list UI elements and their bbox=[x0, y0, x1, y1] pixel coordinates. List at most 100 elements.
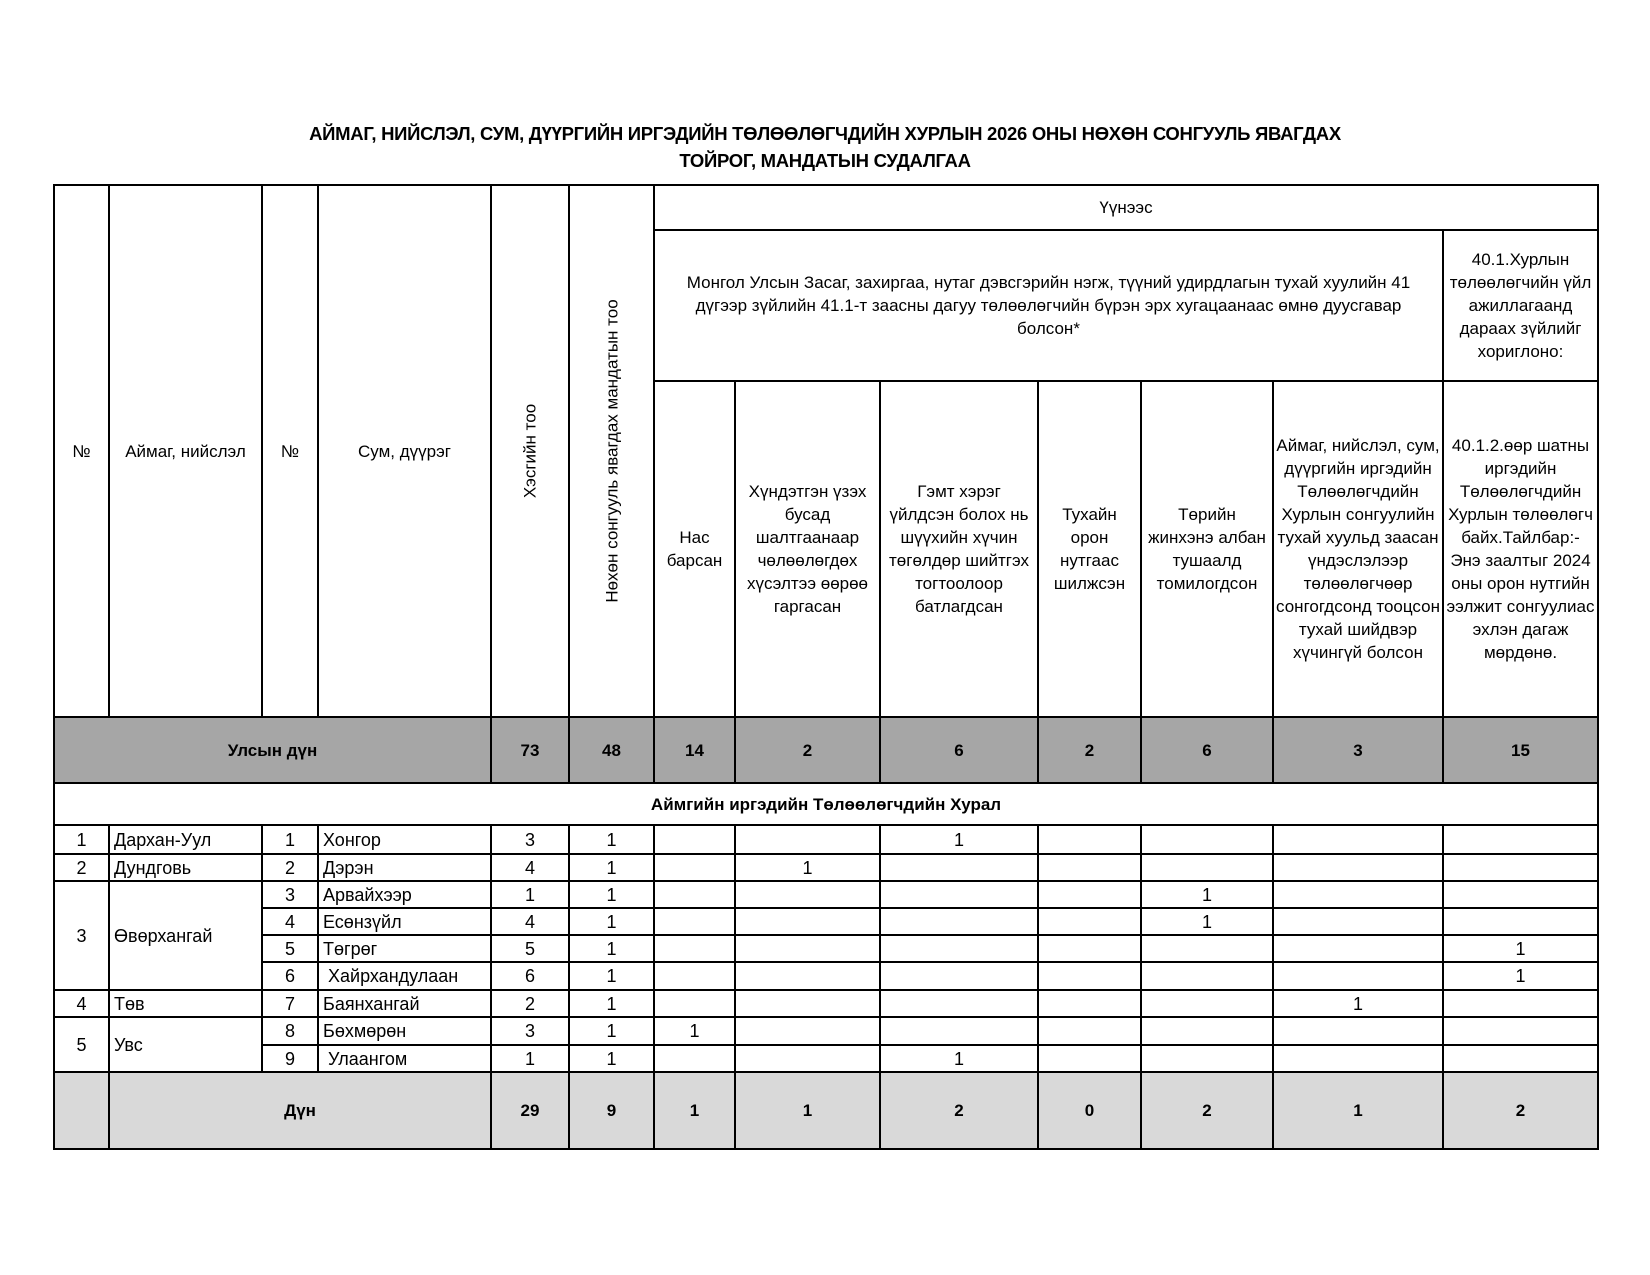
total-value: 3 bbox=[1272, 716, 1444, 784]
mandate-table: № Аймаг, нийслэл № Сум, дүүрэг Хэсгийн т… bbox=[52, 184, 1600, 1150]
value-cell bbox=[734, 934, 881, 963]
table-row: 4 Есөнзүйл 4 1 1 bbox=[54, 907, 1600, 936]
aimag-name: Өвөрхангай bbox=[108, 880, 263, 991]
value-cell bbox=[1140, 989, 1274, 1018]
value-cell bbox=[879, 1016, 1039, 1046]
subtotal-value: 1 bbox=[1272, 1071, 1444, 1150]
value-cell: 1 bbox=[568, 824, 655, 855]
subtotal-value: 1 bbox=[653, 1071, 736, 1150]
value-cell bbox=[734, 907, 881, 936]
header-reason: Нас барсан bbox=[653, 380, 736, 718]
value-cell bbox=[1272, 1044, 1444, 1073]
sum-no: 5 bbox=[261, 934, 319, 963]
value-cell: 1 bbox=[1441, 934, 1600, 963]
value-cell: 1 bbox=[1272, 989, 1444, 1018]
header-no: № bbox=[53, 184, 110, 718]
value-cell bbox=[1441, 1044, 1600, 1073]
value-cell bbox=[653, 1044, 736, 1073]
header-reason: Аймаг, нийслэл, сум, дүүргийн иргэдийн Т… bbox=[1272, 380, 1444, 718]
value-cell: 6 bbox=[490, 961, 570, 991]
value-cell bbox=[734, 961, 881, 991]
total-value: 6 bbox=[1140, 716, 1274, 784]
value-cell bbox=[653, 907, 736, 936]
value-cell: 1 bbox=[568, 934, 655, 963]
value-cell bbox=[653, 824, 736, 855]
sum-no: 7 bbox=[261, 989, 319, 1018]
value-cell: 1 bbox=[568, 880, 655, 909]
value-cell bbox=[879, 853, 1039, 882]
value-cell bbox=[1140, 961, 1274, 991]
header-reason: Хүндэтгэн үзэх бусад шалтгаанаар чөлөөлө… bbox=[734, 380, 881, 718]
value-cell: 1 bbox=[568, 1016, 655, 1046]
subtotal-value: 2 bbox=[1140, 1071, 1274, 1150]
value-cell bbox=[653, 853, 736, 882]
table-row: 2 Дундговь 2 Дэрэн 4 1 1 bbox=[53, 853, 1600, 882]
value-cell: 4 bbox=[490, 853, 570, 882]
value-cell: 1 bbox=[1140, 907, 1274, 936]
value-cell bbox=[1140, 934, 1274, 963]
value-cell bbox=[734, 824, 881, 855]
header-mandates: Нөхөн сонгууль явагдах мандатын тоо bbox=[568, 184, 655, 718]
title-line-1: АЙМАГ, НИЙСЛЭЛ, СУМ, ДҮҮРГИЙН ИРГЭДИЙН Т… bbox=[309, 123, 1341, 144]
value-cell bbox=[734, 880, 881, 909]
sum-name: Хонгор bbox=[317, 824, 492, 855]
aimag-no: 5 bbox=[53, 1016, 110, 1073]
subtotal-row: Дүн 29 9 1 1 2 0 2 1 2 bbox=[53, 1071, 1600, 1150]
aimag-no: 4 bbox=[53, 989, 110, 1018]
value-cell: 2 bbox=[490, 989, 570, 1018]
value-cell bbox=[1037, 961, 1142, 991]
value-cell: 1 bbox=[879, 1044, 1039, 1073]
aimag-no: 2 bbox=[53, 853, 110, 882]
total-value: 2 bbox=[1037, 716, 1142, 784]
aimag-name: Дундговь bbox=[108, 853, 263, 882]
header-sum: Сум, дүүрэг bbox=[317, 184, 492, 718]
value-cell: 1 bbox=[1140, 880, 1274, 909]
aimag-name: Төв bbox=[108, 989, 263, 1018]
sum-name: Баянхангай bbox=[317, 989, 492, 1018]
table-row: 4 Төв 7 Баянхангай 2 1 1 bbox=[53, 989, 1600, 1018]
value-cell bbox=[1037, 989, 1142, 1018]
sum-name: Бөхмөрөн bbox=[317, 1016, 492, 1046]
sum-name: Хайрхандулаан bbox=[317, 961, 492, 991]
value-cell: 1 bbox=[568, 961, 655, 991]
value-cell bbox=[1037, 824, 1142, 855]
sum-name: Төгрөг bbox=[317, 934, 492, 963]
value-cell bbox=[1140, 1044, 1274, 1073]
value-cell bbox=[879, 961, 1039, 991]
aimag-name: Увс bbox=[108, 1016, 263, 1073]
section-title: Аймгийн иргэдийн Төлөөлөгчдийн Хурал bbox=[52, 782, 1600, 826]
total-value: 48 bbox=[568, 716, 655, 784]
value-cell: 1 bbox=[1441, 961, 1600, 991]
subtotal-value: 0 bbox=[1037, 1071, 1142, 1150]
sum-no: 3 bbox=[261, 880, 319, 909]
sum-no: 8 bbox=[261, 1016, 319, 1046]
value-cell: 1 bbox=[568, 853, 655, 882]
table-row: 9 Улаангом 1 1 1 bbox=[54, 1044, 1600, 1073]
value-cell bbox=[1272, 880, 1444, 909]
sum-name: Есөнзүйл bbox=[317, 907, 492, 936]
value-cell bbox=[1037, 1044, 1142, 1073]
value-cell bbox=[1441, 1016, 1600, 1046]
sum-no: 2 bbox=[261, 853, 319, 882]
value-cell bbox=[653, 880, 736, 909]
value-cell: 5 bbox=[490, 934, 570, 963]
sum-no: 9 bbox=[261, 1044, 319, 1073]
national-total-row: Улсын дүн 73 48 14 2 6 2 6 3 15 bbox=[53, 716, 1600, 784]
table-row: 5 Төгрөг 5 1 1 bbox=[54, 934, 1600, 963]
value-cell bbox=[1272, 824, 1444, 855]
value-cell bbox=[1272, 907, 1444, 936]
value-cell bbox=[1140, 853, 1274, 882]
total-value: 15 bbox=[1441, 716, 1600, 784]
value-cell: 1 bbox=[568, 907, 655, 936]
subtotal-value: 9 bbox=[568, 1071, 655, 1150]
value-cell: 1 bbox=[568, 989, 655, 1018]
table-row: 1 Дархан-Уул 1 Хонгор 3 1 1 bbox=[53, 824, 1600, 855]
header-group-law41: Монгол Улсын Засаг, захиргаа, нутаг дэвс… bbox=[653, 229, 1444, 382]
header-group-40-1: 40.1.Хурлын төлөөлөгчийн үйл ажиллагаанд… bbox=[1441, 229, 1600, 382]
value-cell bbox=[1272, 961, 1444, 991]
value-cell bbox=[1037, 907, 1142, 936]
subtotal-value: 29 bbox=[490, 1071, 570, 1150]
sum-name: Дэрэн bbox=[317, 853, 492, 882]
value-cell bbox=[1037, 853, 1142, 882]
value-cell: 1 bbox=[879, 824, 1039, 855]
